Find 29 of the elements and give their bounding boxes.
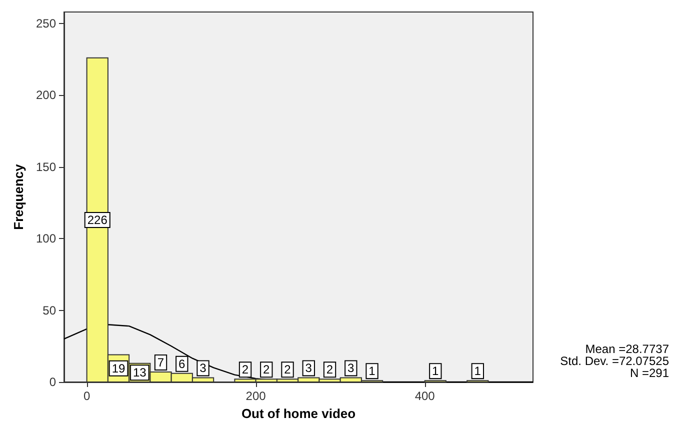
data-label: 2: [284, 362, 292, 377]
text: Std. Dev. =72.07525: [560, 354, 670, 368]
data-label: 2: [326, 362, 334, 377]
x-axis-title: Out of home video: [241, 406, 356, 421]
data-label: 7: [157, 355, 164, 370]
data-label: 19: [112, 361, 126, 376]
y-tick-label: 200: [36, 88, 56, 102]
x-tick-label: 0: [83, 389, 90, 403]
y-tick-label: 100: [36, 232, 56, 246]
text: N =291: [630, 366, 670, 380]
data-label: 1: [368, 364, 376, 378]
text: Mean =28.7737: [585, 342, 670, 356]
x-tick-label: 400: [414, 389, 436, 403]
y-tick-label: 50: [42, 303, 56, 318]
data-label: 2: [242, 362, 249, 377]
y-tick-label: 0: [49, 375, 56, 389]
data-label: 6: [178, 356, 186, 371]
data-label: 1: [474, 364, 482, 378]
data-label: 3: [348, 361, 355, 376]
data-label: 3: [200, 361, 207, 376]
data-label: 1: [432, 364, 440, 378]
y-axis-title: Frequency: [11, 163, 26, 230]
data-label: 226: [87, 212, 108, 227]
data-label: 13: [132, 366, 147, 380]
data-label: 3: [305, 361, 312, 376]
data-label: 2: [263, 362, 270, 377]
y-tick-label: 150: [36, 160, 56, 174]
x-tick-label: 200: [246, 389, 266, 403]
y-tick-label: 250: [36, 16, 56, 30]
